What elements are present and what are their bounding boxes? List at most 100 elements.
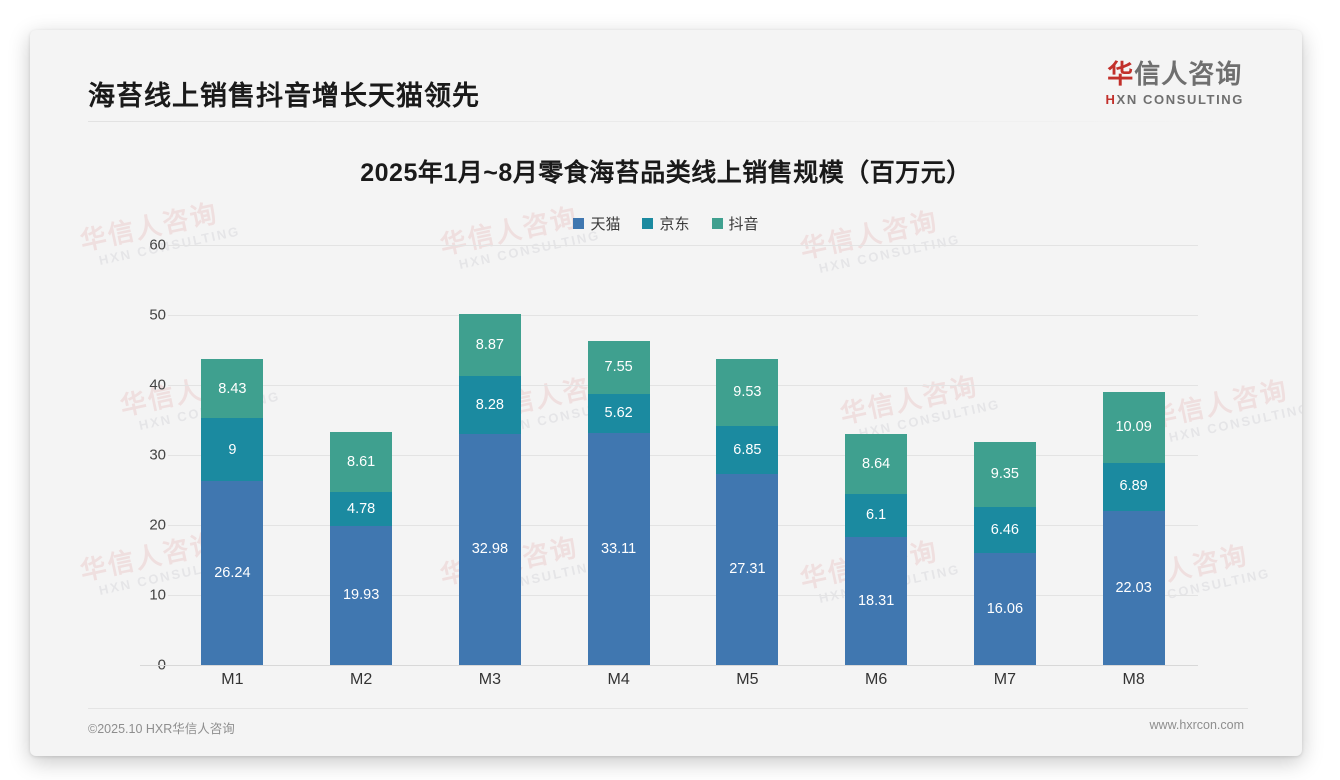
bar-series-container: 8.43 9 26.24 8.61 4.78 19.93 8.87 8.28 32.98 7.55…	[168, 245, 1198, 665]
bar-segment[interactable]: 8.87	[458, 314, 521, 377]
bar-segment[interactable]: 8.28	[458, 376, 521, 435]
y-axis-tick-label: 10	[149, 586, 166, 604]
bar-segment[interactable]: 5.62	[587, 393, 650, 434]
bar-value-label: 8.43	[218, 380, 247, 397]
bar-group[interactable]: 8.64 6.1 18.31	[845, 245, 908, 665]
bar-value-label: 9	[228, 441, 237, 458]
y-axis-tick-label: 60	[149, 236, 166, 254]
bar-value-label: 32.98	[471, 541, 509, 558]
bar-value-label: 8.28	[475, 396, 504, 413]
legend-label: 抖音	[728, 216, 759, 233]
bar-segment[interactable]: 32.98	[458, 434, 521, 665]
bar-segment[interactable]: 16.06	[973, 552, 1036, 665]
bar-value-label: 33.11	[601, 540, 637, 557]
x-axis-line	[140, 665, 1198, 666]
bar-value-label: 6.46	[990, 521, 1019, 538]
bar-segment[interactable]: 7.55	[587, 341, 650, 394]
bar-group[interactable]: 8.87 8.28 32.98	[458, 245, 521, 665]
bar-value-label: 4.78	[347, 500, 376, 517]
bar-value-label: 8.87	[475, 336, 504, 353]
y-axis-tick-label: 50	[149, 306, 166, 324]
legend-swatch-icon	[573, 218, 585, 229]
bar-segment[interactable]: 8.64	[845, 433, 908, 495]
legend-item-天猫[interactable]: 天猫	[573, 213, 620, 234]
bar-segment[interactable]: 18.31	[845, 536, 908, 665]
bar-segment[interactable]: 19.93	[330, 525, 393, 665]
x-axis-tick-label: M4	[607, 671, 630, 688]
gridline	[168, 385, 1198, 386]
gridline	[168, 525, 1198, 526]
bar-value-label: 26.24	[214, 564, 251, 581]
bar-segment[interactable]: 8.61	[330, 431, 393, 493]
x-axis-tick-label: M2	[350, 671, 373, 688]
bar-segment[interactable]: 6.1	[845, 494, 908, 537]
slide-header: 海苔线上销售抖音增长天猫领先 华信人咨询 HXN CONSULTING	[30, 30, 1302, 122]
x-axis-ticks: M1 M2 M3 M4 M5 M6 M7 M8	[168, 671, 1198, 689]
bar-segment[interactable]: 6.85	[716, 425, 779, 474]
bar-value-label: 6.89	[1119, 478, 1148, 495]
logo-cn-gray: 信人咨询	[1134, 59, 1243, 89]
bar-value-label: 8.64	[862, 455, 891, 472]
logo-en-red: H	[1105, 91, 1117, 107]
legend-swatch-icon	[642, 218, 654, 229]
legend-swatch-icon	[711, 218, 723, 229]
gridline	[168, 455, 1198, 456]
bar-value-label: 6.1	[866, 507, 887, 524]
logo-english-text: HXN CONSULTING	[1106, 92, 1244, 107]
logo-cn-red: 华	[1107, 59, 1135, 89]
bar-value-label: 7.55	[604, 359, 633, 376]
bar-group[interactable]: 9.35 6.46 16.06	[973, 245, 1036, 665]
slide-canvas: 华信人咨询 HXN CONSULTING 华信人咨询 HXN CONSULTING 华信…	[30, 30, 1302, 756]
bar-segment[interactable]: 8.43	[201, 359, 264, 419]
bar-segment[interactable]: 33.11	[587, 433, 650, 665]
bar-group[interactable]: 8.61 4.78 19.93	[330, 245, 393, 665]
legend-label: 天猫	[590, 216, 621, 233]
bar-group[interactable]: 8.43 9 26.24	[201, 245, 264, 665]
logo-chinese-text: 华信人咨询	[1106, 60, 1244, 89]
bar-segment[interactable]: 4.78	[330, 492, 393, 526]
legend-item-京东[interactable]: 京东	[642, 213, 690, 234]
bar-value-label: 9.53	[733, 384, 762, 401]
gridline	[168, 245, 1198, 246]
chart-legend: 天猫 京东 抖音	[30, 213, 1302, 234]
bar-value-label: 10.09	[1115, 419, 1152, 436]
y-axis-tick-label: 40	[149, 376, 166, 394]
bar-value-label: 9.35	[990, 466, 1019, 483]
bar-value-label: 8.61	[347, 453, 376, 470]
footer-website: www.hxrcon.com	[1149, 718, 1244, 732]
y-axis-tick-label: 30	[149, 446, 166, 464]
bar-value-label: 5.62	[604, 405, 633, 422]
bar-segment[interactable]: 9.35	[973, 441, 1036, 508]
x-axis-tick-label: M8	[1122, 671, 1145, 688]
x-axis-tick-label: M3	[478, 671, 501, 688]
bar-segment[interactable]: 26.24	[201, 481, 264, 665]
bar-group[interactable]: 7.55 5.62 33.11	[587, 245, 650, 665]
page-title: 海苔线上销售抖音增长天猫领先	[88, 81, 480, 111]
chart-title: 2025年1月~8月零食海苔品类线上销售规模（百万元）	[360, 159, 972, 187]
legend-item-抖音[interactable]: 抖音	[711, 213, 759, 234]
legend-label: 京东	[659, 216, 690, 233]
bar-group[interactable]: 9.53 6.85 27.31	[716, 245, 779, 665]
bar-segment[interactable]: 6.89	[1102, 462, 1165, 511]
y-axis-tick-label: 20	[149, 516, 166, 534]
footer-copyright: ©2025.10 HXR华信人咨询	[88, 722, 235, 736]
bar-segment[interactable]: 6.46	[973, 507, 1036, 553]
gridline	[168, 315, 1198, 316]
bar-group[interactable]: 10.09 6.89 22.03	[1102, 245, 1165, 665]
bar-segment[interactable]: 10.09	[1102, 391, 1165, 463]
x-axis-tick-label: M7	[993, 671, 1016, 688]
bar-value-label: 6.85	[733, 441, 762, 458]
bar-value-label: 27.31	[729, 561, 766, 578]
bar-value-label: 18.31	[857, 592, 895, 609]
bar-segment[interactable]: 9	[201, 418, 264, 482]
x-axis-tick-label: M5	[736, 671, 759, 688]
bar-value-label: 22.03	[1115, 579, 1152, 596]
chart-plot-area: 0 10 20 30 40 50 60 8.43 9 26.24 8.61 4.78 19.93 8.8…	[140, 237, 1198, 674]
gridline	[168, 595, 1198, 596]
company-logo: 华信人咨询 HXN CONSULTING	[1106, 60, 1244, 107]
x-axis-tick-label: M1	[221, 671, 244, 688]
bar-segment[interactable]: 27.31	[716, 473, 779, 665]
bar-segment[interactable]: 22.03	[1102, 510, 1165, 665]
logo-en-rest: XN CONSULTING	[1116, 91, 1244, 107]
bar-segment[interactable]: 9.53	[716, 359, 779, 426]
